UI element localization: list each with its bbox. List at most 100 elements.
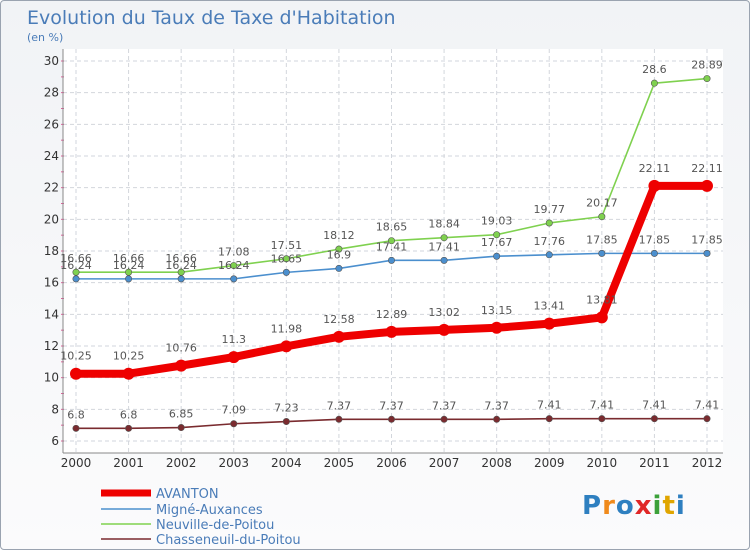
data-point xyxy=(72,424,80,432)
data-label: 17.76 xyxy=(534,235,566,248)
data-point xyxy=(230,262,238,270)
data-point xyxy=(122,367,135,380)
data-point xyxy=(282,255,290,263)
data-point xyxy=(650,249,658,257)
data-point xyxy=(72,275,80,283)
x-tick-label: 2000 xyxy=(61,456,92,470)
y-tick-label: 12 xyxy=(44,339,59,353)
x-tick-label: 2008 xyxy=(481,456,512,470)
data-label: 13.41 xyxy=(534,300,566,313)
data-point xyxy=(335,415,343,423)
chart-subtitle: (en %) xyxy=(27,31,64,44)
x-tick-label: 2010 xyxy=(587,456,618,470)
data-point xyxy=(440,415,448,423)
data-point xyxy=(385,325,398,338)
data-point xyxy=(650,415,658,423)
legend-label: Neuville-de-Poitou xyxy=(156,518,274,533)
data-point xyxy=(493,252,501,260)
data-point xyxy=(230,420,238,428)
data-label: 17.85 xyxy=(586,233,618,246)
y-tick-label: 10 xyxy=(44,371,59,385)
data-label: 16.24 xyxy=(113,259,145,272)
data-label: 19.77 xyxy=(534,203,566,216)
data-point xyxy=(125,268,133,276)
data-point xyxy=(335,264,343,272)
data-label: 22.11 xyxy=(639,162,671,175)
y-tick-label: 16 xyxy=(44,276,59,290)
data-point xyxy=(598,415,606,423)
data-point xyxy=(545,219,553,227)
data-point xyxy=(650,79,658,87)
data-label: 16.65 xyxy=(271,252,303,265)
data-point xyxy=(70,367,82,380)
data-label: 7.41 xyxy=(695,399,720,412)
data-point xyxy=(282,268,290,276)
data-label: 17.85 xyxy=(691,233,723,246)
data-point xyxy=(703,249,711,257)
data-label: 22.11 xyxy=(691,162,723,175)
data-label: 13.02 xyxy=(428,306,460,319)
data-label: 17.08 xyxy=(218,246,250,259)
data-label: 10.25 xyxy=(60,350,92,363)
data-point xyxy=(387,415,395,423)
data-point xyxy=(440,234,448,242)
data-point xyxy=(387,237,395,245)
data-label: 13.15 xyxy=(481,304,513,317)
data-label: 17.41 xyxy=(428,240,460,253)
data-point xyxy=(545,415,553,423)
y-tick-label: 28 xyxy=(44,86,59,100)
data-point xyxy=(598,249,606,257)
data-label: 12.58 xyxy=(323,313,355,326)
data-label: 28.89 xyxy=(691,59,723,72)
x-tick-label: 2009 xyxy=(534,456,565,470)
data-point xyxy=(125,424,133,432)
data-label: 10.25 xyxy=(113,350,145,363)
y-tick-label: 14 xyxy=(44,307,59,321)
data-label: 17.67 xyxy=(481,236,513,249)
data-point xyxy=(332,330,345,343)
data-label: 12.89 xyxy=(376,308,408,321)
data-label: 17.41 xyxy=(376,240,408,253)
data-point xyxy=(493,231,501,239)
y-tick-label: 22 xyxy=(44,181,59,195)
data-label: 7.41 xyxy=(590,399,615,412)
data-label: 11.3 xyxy=(222,333,247,346)
data-label: 16.24 xyxy=(60,259,92,272)
logo-letter: i xyxy=(652,491,663,521)
legend-label: AVANTON xyxy=(156,487,219,502)
chart-title: Evolution du Taux de Taxe d'Habitation xyxy=(27,7,396,29)
data-point xyxy=(543,317,556,330)
data-label: 7.37 xyxy=(484,399,509,412)
data-point xyxy=(438,323,451,336)
x-tick-label: 2002 xyxy=(166,456,197,470)
y-tick-label: 26 xyxy=(44,117,59,131)
data-point xyxy=(440,256,448,264)
data-label: 7.23 xyxy=(274,402,299,415)
data-label: 18.65 xyxy=(376,221,408,234)
data-point xyxy=(230,275,238,283)
data-point xyxy=(703,415,711,423)
data-label: 18.12 xyxy=(323,229,355,242)
x-tick-label: 2003 xyxy=(218,456,249,470)
y-tick-label: 30 xyxy=(44,54,59,68)
data-label: 28.6 xyxy=(642,63,667,76)
data-point xyxy=(545,251,553,259)
data-label: 7.37 xyxy=(379,399,404,412)
data-label: 16.24 xyxy=(165,259,197,272)
data-label: 13.81 xyxy=(586,293,618,306)
logo-letter: t xyxy=(662,491,676,521)
y-tick-label: 20 xyxy=(44,212,59,226)
data-label: 16.66 xyxy=(113,252,145,265)
data-point xyxy=(703,75,711,83)
x-tick-label: 2012 xyxy=(692,456,723,470)
data-label: 11.98 xyxy=(271,322,303,335)
data-label: 16.24 xyxy=(218,259,250,272)
data-point xyxy=(177,268,185,276)
data-label: 7.41 xyxy=(642,399,667,412)
x-tick-label: 2006 xyxy=(376,456,407,470)
data-point xyxy=(701,179,713,192)
data-label: 16.66 xyxy=(165,252,197,265)
data-label: 19.03 xyxy=(481,215,513,228)
data-label: 10.76 xyxy=(165,342,197,355)
